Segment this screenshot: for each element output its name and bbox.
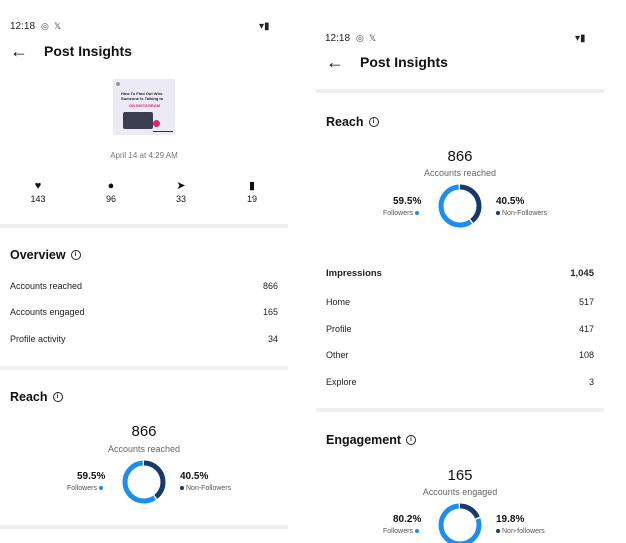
followers-slice xyxy=(122,460,166,504)
heart-icon: ♥ xyxy=(34,180,42,192)
engagement-title: Engagement i xyxy=(326,433,417,447)
thumbnail-title: How To Find Out Who Someone Is Talking t… xyxy=(121,91,164,101)
page-title: Post Insights xyxy=(44,43,132,59)
instagram-logo-icon xyxy=(153,120,160,127)
overview-row[interactable]: Accounts engaged 165 xyxy=(10,307,278,317)
instagram-status-icon: ◎ xyxy=(41,21,49,31)
status-time: 12:18 xyxy=(10,21,36,32)
status-bar: 12:18 ◎ 𝕏 xyxy=(10,21,61,32)
nonfollowers-slice xyxy=(122,460,166,504)
nonfollowers-legend: Non-Followers xyxy=(494,210,547,217)
likes-stat: ♥ 143 xyxy=(18,180,58,204)
header: ← Post Insights xyxy=(326,53,448,71)
thumbnail-subtitle: ON INSTAGRAM xyxy=(129,103,161,108)
overview-row[interactable]: Accounts reached 866 xyxy=(10,281,278,291)
comments-stat: ● 96 xyxy=(91,180,131,204)
impressions-row[interactable]: Impressions 1,045 xyxy=(326,268,594,279)
followers-legend: Followers xyxy=(67,485,105,492)
followers-legend: Followers xyxy=(383,528,421,535)
reach-value: 866 xyxy=(447,148,473,165)
divider xyxy=(316,89,604,93)
engagement-donut-chart xyxy=(438,503,482,543)
carousel-icon xyxy=(116,82,120,86)
followers-percent: 59.5% xyxy=(77,471,106,482)
nonfollowers-percent: 19.8% xyxy=(496,514,525,525)
reach-donut-chart xyxy=(438,184,482,228)
engagement-label: Accounts engaged xyxy=(422,487,498,497)
followers-slice xyxy=(438,184,482,228)
comment-icon: ● xyxy=(107,180,115,192)
followers-percent: 59.5% xyxy=(393,196,422,207)
back-arrow-icon[interactable]: ← xyxy=(326,52,344,72)
impressions-source-row[interactable]: Profile 417 xyxy=(326,324,594,334)
impressions-source-row[interactable]: Other 108 xyxy=(326,350,594,360)
divider xyxy=(316,408,604,412)
wifi-battery-icon: ▾▮ xyxy=(575,33,586,44)
x-status-icon: 𝕏 xyxy=(368,33,377,43)
followers-slice xyxy=(438,503,482,543)
nonfollowers-percent: 40.5% xyxy=(180,471,209,482)
post-date: April 14 at 4:29 AM xyxy=(110,151,178,160)
impressions-source-row[interactable]: Home 517 xyxy=(326,297,594,307)
instagram-status-icon: ◎ xyxy=(356,33,364,43)
info-icon[interactable]: i xyxy=(406,435,417,445)
nonfollowers-legend: Non-followers xyxy=(494,528,545,535)
reach-title: Reach i xyxy=(10,390,63,404)
divider xyxy=(0,525,288,529)
nonfollowers-legend: Non-Followers xyxy=(178,485,231,492)
post-thumbnail[interactable]: How To Find Out Who Someone Is Talking t… xyxy=(113,79,175,135)
share-icon: ➤ xyxy=(176,180,186,192)
impressions-source-row[interactable]: Explore 3 xyxy=(326,377,594,387)
info-icon[interactable]: i xyxy=(70,250,81,260)
page-title: Post Insights xyxy=(360,54,448,70)
overview-title: Overview i xyxy=(10,248,81,262)
saves-stat: ▮ 19 xyxy=(232,180,272,204)
reach-label: Accounts reached xyxy=(423,168,497,178)
overview-row[interactable]: Profile activity 34 xyxy=(10,334,278,344)
bookmark-icon: ▮ xyxy=(248,180,256,192)
signature-line xyxy=(153,131,173,132)
nonfollowers-percent: 40.5% xyxy=(496,196,525,207)
followers-percent: 80.2% xyxy=(393,514,422,525)
divider xyxy=(0,366,288,370)
status-bar: 12:18 ◎ 𝕏 xyxy=(325,33,376,44)
engagement-value: 165 xyxy=(447,467,473,484)
divider xyxy=(0,224,288,228)
info-icon[interactable]: i xyxy=(368,117,379,127)
nonfollowers-slice xyxy=(438,503,482,543)
followers-legend: Followers xyxy=(383,210,421,217)
left-screen: 12:18 ◎ 𝕏 ▾▮ ← Post Insights How To Find … xyxy=(0,0,288,543)
shares-stat: ➤ 33 xyxy=(161,180,201,204)
header: ← Post Insights xyxy=(10,42,132,60)
laptop-image xyxy=(123,112,153,129)
x-status-icon: 𝕏 xyxy=(53,21,62,31)
wifi-battery-icon: ▾▮ xyxy=(259,21,270,32)
status-time: 12:18 xyxy=(325,33,351,44)
reach-label: Accounts reached xyxy=(107,444,181,454)
reach-value: 866 xyxy=(131,423,157,440)
info-icon[interactable]: i xyxy=(52,392,63,402)
right-screen: 12:18 ◎ 𝕏 ▾▮ ← Post Insights Reach i 866 … xyxy=(316,28,604,543)
reach-donut-chart xyxy=(122,460,166,504)
back-arrow-icon[interactable]: ← xyxy=(10,41,28,61)
reach-title: Reach i xyxy=(326,115,379,129)
nonfollowers-slice xyxy=(438,184,482,228)
